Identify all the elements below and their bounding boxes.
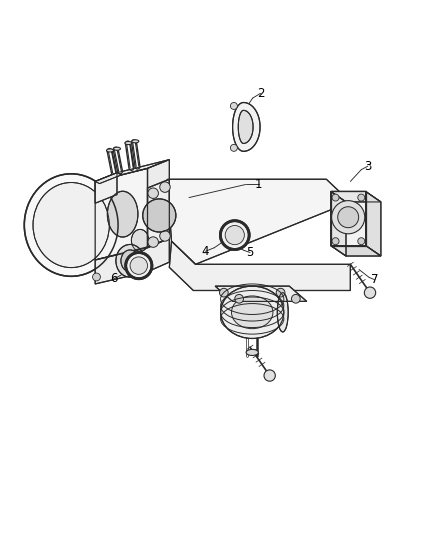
Circle shape	[125, 253, 152, 279]
Polygon shape	[330, 191, 365, 246]
Text: 4: 4	[201, 245, 209, 258]
Ellipse shape	[107, 191, 138, 237]
Circle shape	[220, 221, 249, 249]
Circle shape	[364, 287, 375, 298]
Circle shape	[331, 238, 338, 245]
Ellipse shape	[113, 147, 120, 150]
Text: 2: 2	[256, 87, 264, 100]
Circle shape	[263, 370, 275, 381]
Polygon shape	[232, 102, 259, 151]
Text: 6: 6	[110, 272, 117, 285]
Circle shape	[234, 294, 243, 303]
Ellipse shape	[24, 174, 118, 276]
Circle shape	[130, 257, 147, 274]
Ellipse shape	[231, 296, 272, 329]
Polygon shape	[215, 286, 306, 301]
Ellipse shape	[33, 182, 109, 268]
Polygon shape	[95, 159, 169, 181]
Polygon shape	[169, 241, 350, 290]
Polygon shape	[238, 110, 253, 143]
Polygon shape	[95, 238, 169, 284]
Circle shape	[357, 194, 364, 201]
Circle shape	[230, 102, 237, 109]
Ellipse shape	[116, 245, 144, 277]
Ellipse shape	[277, 293, 288, 332]
Circle shape	[219, 288, 228, 297]
Polygon shape	[95, 168, 147, 260]
Polygon shape	[365, 191, 380, 256]
Polygon shape	[330, 191, 345, 256]
Circle shape	[357, 238, 364, 245]
Circle shape	[230, 144, 237, 151]
Ellipse shape	[131, 229, 148, 251]
Circle shape	[159, 182, 170, 192]
Polygon shape	[95, 173, 117, 203]
Ellipse shape	[120, 250, 139, 272]
Ellipse shape	[220, 286, 283, 338]
Ellipse shape	[131, 140, 138, 143]
Circle shape	[331, 194, 338, 201]
Polygon shape	[147, 179, 169, 248]
Ellipse shape	[246, 350, 258, 356]
Text: 3: 3	[363, 160, 371, 173]
Circle shape	[148, 188, 158, 198]
Circle shape	[142, 199, 176, 232]
Polygon shape	[147, 159, 169, 247]
Circle shape	[225, 225, 244, 245]
Ellipse shape	[124, 142, 131, 144]
Circle shape	[276, 288, 284, 297]
Ellipse shape	[106, 149, 113, 152]
Text: 1: 1	[254, 178, 262, 191]
Polygon shape	[95, 173, 121, 183]
Text: 7: 7	[370, 273, 377, 286]
Polygon shape	[330, 191, 380, 202]
Circle shape	[148, 237, 158, 247]
Polygon shape	[330, 246, 380, 256]
Circle shape	[159, 231, 170, 241]
Circle shape	[92, 273, 100, 281]
Circle shape	[337, 207, 358, 228]
Circle shape	[331, 200, 364, 234]
Circle shape	[291, 294, 300, 303]
Text: 5: 5	[246, 246, 253, 259]
Polygon shape	[167, 179, 350, 264]
